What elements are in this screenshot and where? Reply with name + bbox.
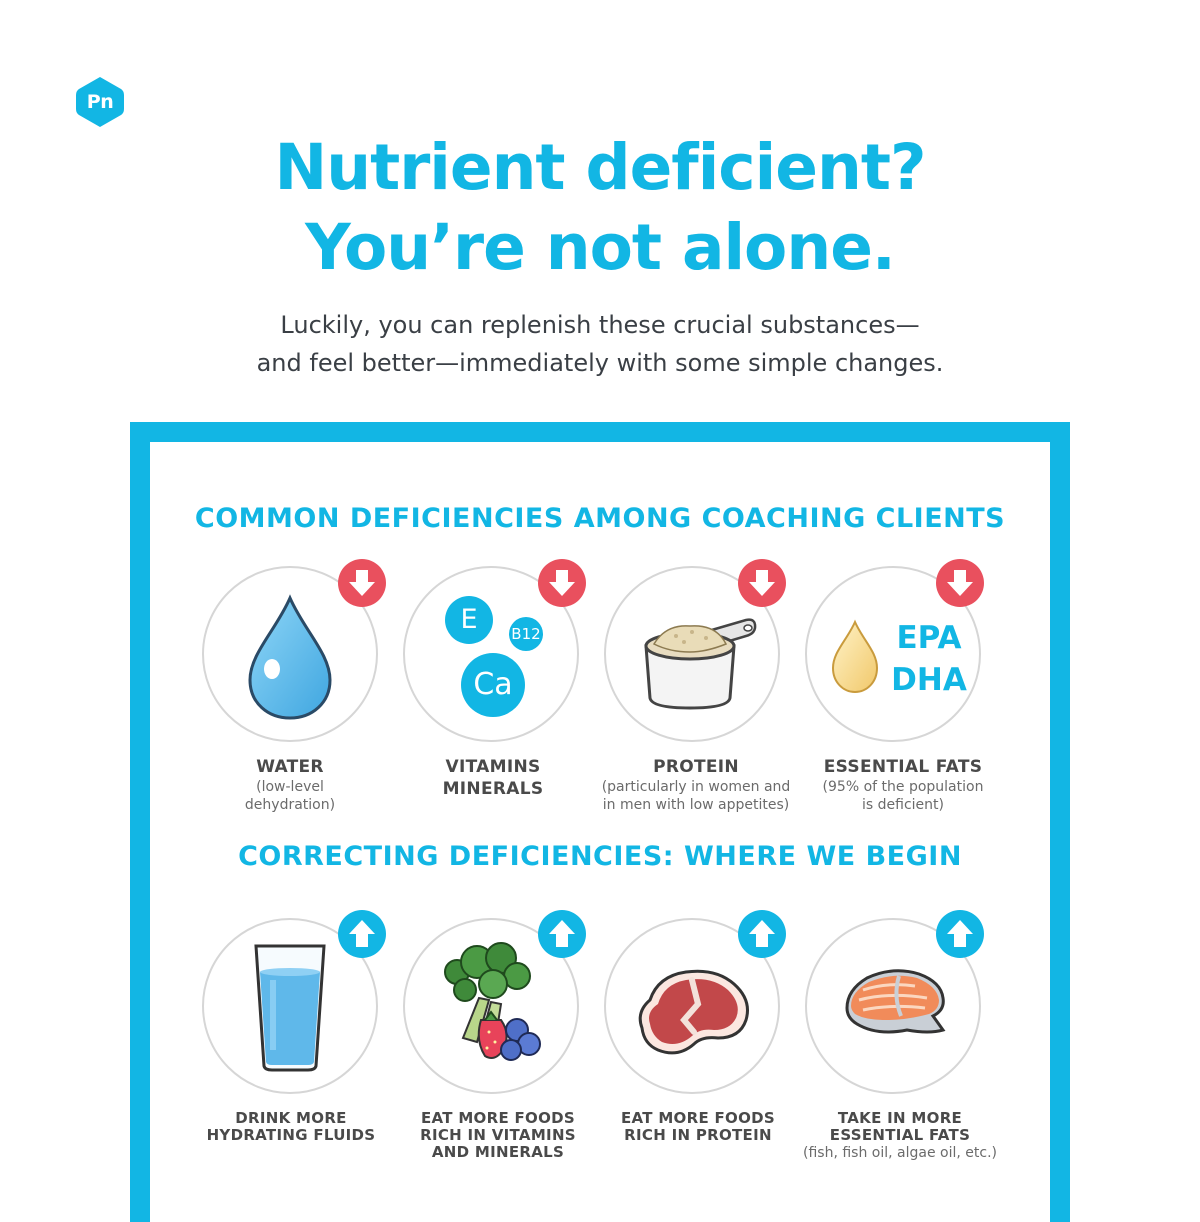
water-circle xyxy=(202,566,378,742)
infographic-panel xyxy=(150,442,1050,1222)
title-line-2: You’re not alone. xyxy=(305,211,896,284)
protein-label: PROTEIN (particularly in women and in me… xyxy=(591,756,801,814)
protein-action-line-2: RICH IN PROTEIN xyxy=(624,1126,772,1144)
fats-note-line-2: is deficient) xyxy=(862,797,944,813)
subtitle-line-1: Luckily, you can replenish these crucial… xyxy=(280,311,920,339)
glass-up-badge xyxy=(337,909,387,959)
water-glass-icon xyxy=(254,944,326,1072)
protein-action-line-1: EAT MORE FOODS xyxy=(620,1109,776,1127)
produce-label-line-3: AND MINERALS xyxy=(431,1143,565,1161)
fats-action-label: TAKE IN MORE ESSENTIAL FATS (fish, fish … xyxy=(795,1110,1005,1162)
protein-circle xyxy=(604,566,780,742)
fats-action-note: (fish, fish oil, algae oil, etc.) xyxy=(803,1145,997,1161)
water-label: WATER (low-level dehydration) xyxy=(185,756,395,814)
fats-label: ESSENTIAL FATS (95% of the population is… xyxy=(798,756,1008,814)
steak-up-badge xyxy=(737,909,787,959)
up-arrow-icon xyxy=(936,910,984,958)
protein-action-label: EAT MORE FOODS RICH IN PROTEIN xyxy=(593,1110,803,1144)
water-note-line-1: (low-level xyxy=(256,779,324,795)
vitamins-minerals-icon xyxy=(445,596,543,717)
logo-text: Pn xyxy=(86,91,114,113)
water-note-line-2: dehydration) xyxy=(244,797,336,813)
vitamin-b12-label: B12 xyxy=(511,625,541,643)
protein-down-badge xyxy=(737,558,787,608)
salmon-up-badge xyxy=(935,909,985,959)
down-arrow-icon xyxy=(936,559,984,607)
page-title: Nutrient deficient? You’re not alone. xyxy=(0,128,1200,288)
vitamins-down-badge xyxy=(537,558,587,608)
produce-up-badge xyxy=(537,909,587,959)
protein-note-line-2: in men with low appetites) xyxy=(602,797,790,813)
epa-label: EPA xyxy=(896,620,962,656)
vitamin-e-label: E xyxy=(460,604,478,635)
corrections-title: CORRECTING DEFICIENCIES: WHERE WE BEGIN xyxy=(238,841,962,872)
vitamins-label: VITAMINS MINERALS xyxy=(388,756,598,800)
subtitle-line-2: and feel better—immediately with some si… xyxy=(256,349,944,377)
steak-icon xyxy=(638,969,749,1055)
water-drop-icon xyxy=(248,594,332,720)
hexagon-logo-icon xyxy=(76,77,124,127)
water-down-badge xyxy=(337,558,387,608)
salmon-icon xyxy=(845,969,946,1034)
dha-label: DHA xyxy=(891,662,967,698)
oil-drop-icon xyxy=(831,619,879,694)
produce-action-label: EAT MORE FOODS RICH IN VITAMINS AND MINE… xyxy=(393,1110,603,1161)
protein-scoop-icon xyxy=(644,618,757,710)
fats-note-line-1: (95% of the population xyxy=(822,779,984,795)
water-label-text: WATER xyxy=(256,757,324,777)
protein-note-line-1: (particularly in women and xyxy=(601,779,791,795)
up-arrow-icon xyxy=(738,910,786,958)
fats-action-line-2: ESSENTIAL FATS xyxy=(829,1126,971,1144)
page-subtitle: Luckily, you can replenish these crucial… xyxy=(0,306,1200,382)
fats-action-line-1: TAKE IN MORE xyxy=(837,1109,963,1127)
produce-label-line-2: RICH IN VITAMINS xyxy=(420,1126,576,1144)
vegetables-fruit-icon xyxy=(444,942,541,1061)
title-line-1: Nutrient deficient? xyxy=(274,131,927,204)
down-arrow-icon xyxy=(738,559,786,607)
salmon-circle xyxy=(805,918,981,1094)
fluids-label-line-1: DRINK MORE xyxy=(235,1109,347,1127)
protein-label-text: PROTEIN xyxy=(653,757,739,777)
produce-label-line-1: EAT MORE FOODS xyxy=(420,1109,576,1127)
deficiencies-title: COMMON DEFICIENCIES AMONG COACHING CLIEN… xyxy=(194,503,1006,534)
up-arrow-icon xyxy=(338,910,386,958)
vitamins-label-line-2: MINERALS xyxy=(442,779,544,799)
fats-label-text: ESSENTIAL FATS xyxy=(823,757,983,777)
fats-down-badge xyxy=(935,558,985,608)
fluids-action-label: DRINK MORE HYDRATING FLUIDS xyxy=(186,1110,396,1144)
up-arrow-icon xyxy=(538,910,586,958)
pn-logo: Pn xyxy=(73,75,127,129)
fluids-label-line-2: HYDRATING FLUIDS xyxy=(206,1126,376,1144)
down-arrow-icon xyxy=(338,559,386,607)
down-arrow-icon xyxy=(538,559,586,607)
calcium-label: Ca xyxy=(473,667,513,702)
vitamins-label-line-1: VITAMINS xyxy=(445,757,541,777)
